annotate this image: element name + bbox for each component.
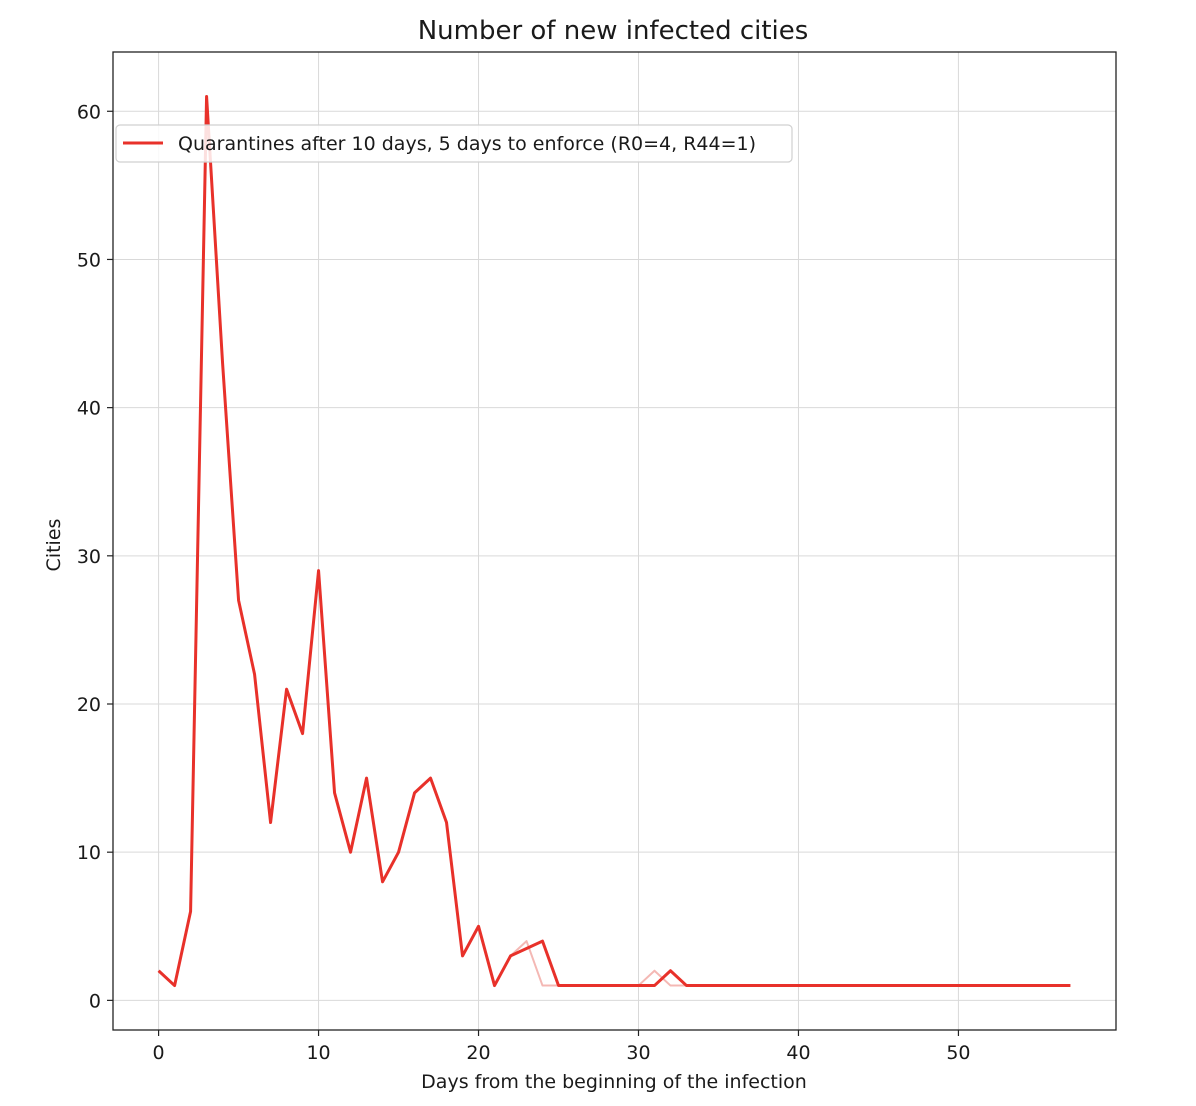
y-tick-label: 50	[77, 249, 101, 271]
plot-frame	[112, 51, 1117, 1031]
grid	[113, 52, 1116, 1030]
x-tick-label: 30	[626, 1042, 650, 1064]
x-axis-label: Days from the beginning of the infection	[421, 1071, 807, 1093]
y-tick-label: 0	[89, 990, 101, 1012]
legend-box	[115, 124, 793, 163]
x-tick-label: 20	[466, 1042, 490, 1064]
y-tick-label: 30	[77, 546, 101, 568]
legend-label: Quarantines after 10 days, 5 days to enf…	[178, 133, 756, 155]
x-tick-label: 50	[946, 1042, 970, 1064]
y-tick-label: 60	[77, 101, 101, 123]
y-axis-label: Cities	[43, 519, 65, 572]
x-tick-label: 10	[306, 1042, 330, 1064]
y-tick-label: 40	[77, 398, 101, 420]
x-tick-label: 0	[153, 1042, 165, 1064]
y-axis: 0 10 20 30 40 50 60	[77, 101, 113, 1012]
x-tick-label: 40	[786, 1042, 810, 1064]
series-line-main	[157, 94, 1071, 988]
x-axis: 0 10 20 30 40 50	[153, 1030, 971, 1064]
series-layer	[157, 94, 1071, 988]
y-tick-label: 20	[77, 694, 101, 716]
chart-title: Number of new infected cities	[418, 16, 809, 46]
legend: Quarantines after 10 days, 5 days to enf…	[115, 124, 793, 163]
y-tick-label: 10	[77, 842, 101, 864]
